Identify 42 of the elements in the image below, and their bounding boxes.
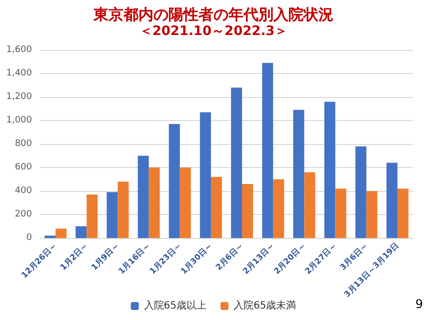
bar: [118, 182, 129, 238]
bar: [335, 188, 346, 238]
y-tick-label: 800: [14, 139, 32, 149]
legend-label: 入院65歳以上: [144, 300, 207, 312]
bar: [324, 102, 336, 238]
x-tick-label: 1月30日～: [179, 240, 214, 276]
bar: [210, 176, 222, 238]
bar: [366, 191, 378, 238]
y-tick-label: 0: [26, 233, 32, 243]
bar: [200, 112, 211, 238]
bar: [106, 192, 118, 238]
bar: [138, 156, 149, 238]
x-tick-label: 1月2日～: [58, 240, 90, 272]
bar: [273, 179, 284, 238]
bar: [304, 172, 316, 238]
bar: [397, 188, 408, 238]
bar: [86, 194, 98, 238]
bar: [242, 184, 254, 238]
y-tick-label: 1,400: [6, 68, 32, 78]
bar: [355, 146, 366, 238]
x-tick-label: 3月6日～: [338, 240, 370, 272]
y-tick-label: 1,200: [6, 92, 32, 102]
x-tick-label: 2月27日～: [303, 240, 338, 276]
y-tick-label: 400: [14, 186, 32, 196]
bar: [56, 228, 67, 238]
y-tick-label: 600: [14, 162, 32, 172]
x-tick-label: 12月26日～: [20, 240, 59, 280]
chart-subtitle: ＜2021.10～2022.3＞: [139, 24, 288, 39]
legend-label: 入院65歳未満: [234, 300, 296, 312]
bar: [76, 226, 87, 238]
text: 9: [415, 297, 424, 311]
bar: [180, 168, 191, 238]
bar: [231, 88, 242, 238]
y-tick-label: 1,600: [6, 45, 32, 55]
bar: [168, 124, 180, 238]
bar: [386, 162, 398, 238]
bar: [148, 168, 160, 238]
chart-title: 東京都内の陽性者の年代別入院状況: [92, 6, 334, 24]
bar: [293, 110, 304, 238]
bar: [262, 62, 274, 238]
y-tick-label: 200: [14, 210, 32, 220]
y-tick-label: 1,000: [6, 116, 32, 126]
